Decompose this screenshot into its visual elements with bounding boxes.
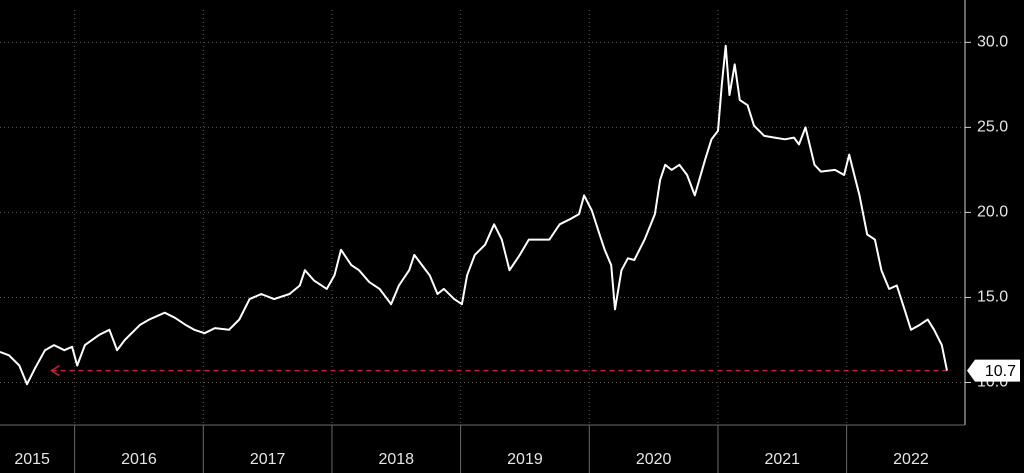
y-tick-label: 20.0 (977, 204, 1008, 221)
x-tick-label: 2015 (14, 451, 50, 468)
x-tick-label: 2019 (507, 451, 543, 468)
price-line (0, 44, 948, 386)
x-tick-label: 2022 (893, 451, 929, 468)
x-tick-label: 2016 (121, 451, 157, 468)
y-tick-label: 30.0 (977, 34, 1008, 51)
x-tick-label: 2017 (250, 451, 286, 468)
last-value-box (967, 359, 1020, 382)
y-tick-label: 15.0 (977, 289, 1008, 306)
last-value-label: 10.7 (985, 363, 1016, 380)
reference-arrow (50, 364, 60, 377)
x-tick-label: 2021 (764, 451, 800, 468)
y-tick-label: 25.0 (977, 119, 1008, 136)
x-tick-label: 2020 (636, 451, 672, 468)
x-tick-label: 2018 (378, 451, 414, 468)
last-value-tag: 10.7 (967, 359, 1020, 382)
